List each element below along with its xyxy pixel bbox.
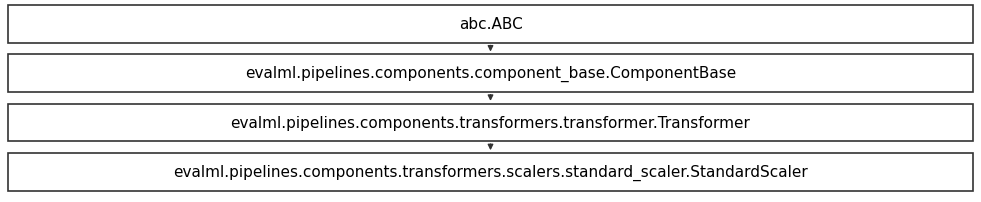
Bar [8,55,973,93]
Text: evalml.pipelines.components.transformers.scalers.standard_scaler.StandardScaler: evalml.pipelines.components.transformers… [173,164,808,180]
Bar [8,153,973,191]
Text: evalml.pipelines.components.transformers.transformer.Transformer: evalml.pipelines.components.transformers… [231,116,750,130]
Bar [8,6,973,43]
Text: evalml.pipelines.components.component_base.ComponentBase: evalml.pipelines.components.component_ba… [245,66,736,82]
Text: abc.ABC: abc.ABC [459,17,522,32]
Bar [8,104,973,142]
